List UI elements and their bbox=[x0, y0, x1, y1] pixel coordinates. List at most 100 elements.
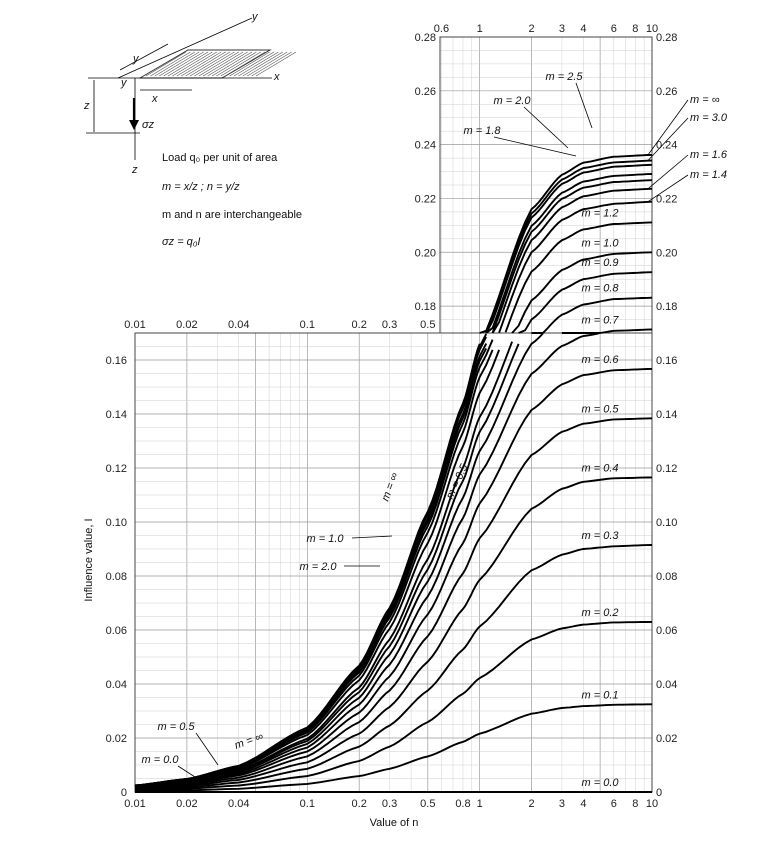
curve-label-lower: m = 0.5 bbox=[158, 721, 196, 733]
inset-y-tick-label-left: 0.20 bbox=[415, 247, 436, 259]
hatch-line bbox=[159, 51, 200, 77]
x-tick-label-bottom: 0.01 bbox=[124, 798, 145, 810]
curve-line-inset bbox=[504, 221, 653, 333]
label-leader bbox=[647, 117, 689, 161]
x-tick-label-bottom: 3 bbox=[559, 798, 565, 810]
hatch-line bbox=[247, 51, 288, 77]
stress-label: σz bbox=[142, 119, 155, 131]
hatch-line bbox=[176, 51, 217, 77]
curve-label-outside: m = 1.6 bbox=[690, 149, 728, 161]
x-tick-label-top: 0.1 bbox=[300, 319, 315, 331]
curve-label: m = 0.7 bbox=[582, 315, 620, 327]
y-tick-label-left: 0 bbox=[121, 787, 127, 799]
inset-y-tick-label-right: 0.24 bbox=[656, 140, 677, 152]
hatch-line bbox=[251, 51, 292, 77]
curve-line bbox=[134, 417, 653, 790]
curve-label: m = 0.2 bbox=[582, 607, 619, 619]
curve-label: m = 0.9 bbox=[582, 257, 619, 269]
y-tick-label-right: 0.02 bbox=[656, 733, 677, 745]
inset-x-tick-label-top: 0.6 bbox=[434, 23, 449, 35]
curve-line bbox=[134, 332, 544, 789]
curve-label: m = 1.0 bbox=[582, 237, 620, 249]
inset-x-tick-label-top: 1 bbox=[477, 23, 483, 35]
y-tick-label-left: 0.10 bbox=[106, 517, 127, 529]
curve-label-top: m = 1.8 bbox=[464, 125, 502, 137]
hatch-line bbox=[220, 51, 261, 77]
y-tick-label-right: 0.16 bbox=[656, 355, 677, 367]
curve-line-inset bbox=[479, 153, 653, 334]
hatch-line bbox=[207, 51, 248, 77]
y-tick-label-right: 0.08 bbox=[656, 571, 677, 583]
note-load: Load q₀ per unit of area bbox=[162, 152, 278, 164]
x-tick-label-top: 0.5 bbox=[420, 319, 435, 331]
inset-y-tick-label-right: 0.20 bbox=[656, 247, 677, 259]
x-tick-label-bottom: 8 bbox=[632, 798, 638, 810]
y-tick-label-right: 0.14 bbox=[656, 409, 677, 421]
hatch-line bbox=[225, 51, 266, 77]
y-tick-label-left: 0.12 bbox=[106, 463, 127, 475]
load-diagram: x y y x y z z σz Load q₀ per unit of are… bbox=[83, 11, 302, 248]
note-ratios: m = x/z ; n = y/z bbox=[162, 181, 240, 193]
curve-line-inset bbox=[498, 200, 653, 334]
curve-label: m = 0.5 bbox=[582, 403, 620, 415]
curve-line-inset bbox=[518, 271, 653, 334]
hatch-line bbox=[203, 51, 244, 77]
inset-x-tick-label-top: 2 bbox=[528, 23, 534, 35]
axis-y-label: y bbox=[251, 11, 259, 23]
hatch-line bbox=[211, 51, 253, 77]
x-tick-label-top: 0.2 bbox=[352, 319, 367, 331]
inset-y-tick-label-right: 0.28 bbox=[656, 32, 677, 44]
hatch-line bbox=[189, 51, 231, 77]
y-tick-label-left: 0.06 bbox=[106, 625, 127, 637]
curve-line bbox=[134, 703, 652, 793]
curve-label-left: m = 1.0 bbox=[307, 533, 345, 545]
stress-arrowhead bbox=[129, 120, 139, 130]
axis-y2-label: y bbox=[132, 53, 140, 65]
x-axis-label: Value of n bbox=[370, 817, 419, 829]
y-tick-label-right: 0.04 bbox=[656, 679, 677, 691]
curve-label: m = 0.1 bbox=[582, 689, 619, 701]
inset-x-tick-label-top: 4 bbox=[580, 23, 586, 35]
x-tick-label-bottom: 0.5 bbox=[420, 798, 435, 810]
hatch-line bbox=[216, 51, 257, 77]
axis-z-label: z bbox=[131, 164, 138, 176]
x-tick-label-top: 0.04 bbox=[228, 319, 249, 331]
curve-label-outside: m = ∞ bbox=[690, 94, 720, 106]
curve-label: m = 0.3 bbox=[582, 530, 620, 542]
curve-line-inset bbox=[485, 173, 653, 334]
curve-label: m = 0.6 bbox=[582, 354, 620, 366]
curve-line-inset bbox=[491, 187, 653, 334]
label-leader bbox=[351, 535, 393, 539]
curve-label-outside: m = 3.0 bbox=[690, 112, 728, 124]
x-tick-label-bottom: 2 bbox=[528, 798, 534, 810]
y-tick-label-right: 0 bbox=[656, 787, 662, 799]
y-tick-label-left: 0.14 bbox=[106, 409, 127, 421]
curve-label: m = 0.8 bbox=[582, 283, 620, 295]
hatch-line bbox=[172, 51, 213, 77]
x-tick-label-bottom: 1 bbox=[477, 798, 483, 810]
x-tick-label-top: 0.01 bbox=[124, 319, 145, 331]
y-dimension bbox=[119, 43, 169, 71]
chart-ticks: 0 0 0.02 0.02 0.04 0.04 0.06 0.06 0.08 0.08 0.10 0.… bbox=[106, 23, 678, 810]
curve-line bbox=[134, 343, 481, 787]
curve-line-inset bbox=[561, 328, 653, 334]
hatch-line bbox=[154, 51, 195, 77]
inset-y-tick-label-right: 0.22 bbox=[656, 193, 677, 205]
dim-x-label: x bbox=[151, 93, 158, 105]
hatch-line bbox=[167, 51, 209, 77]
x-tick-label-bottom: 6 bbox=[611, 798, 617, 810]
label-leader bbox=[195, 732, 219, 766]
y-axis-label: Influence value, I bbox=[83, 518, 95, 601]
axis-x-label: x bbox=[273, 71, 280, 83]
curve-line bbox=[134, 620, 653, 792]
label-leader bbox=[493, 136, 577, 157]
hatch-line bbox=[185, 51, 226, 77]
label-leader bbox=[647, 99, 689, 156]
x-tick-label-bottom: 0.3 bbox=[382, 798, 397, 810]
x-tick-label-top: 0.3 bbox=[382, 319, 397, 331]
note-interchangeable: m and n are interchangeable bbox=[162, 209, 302, 221]
curve-label: m = 0.4 bbox=[582, 462, 619, 474]
x-tick-label-bottom: 0.04 bbox=[228, 798, 249, 810]
inset-y-tick-label-left: 0.28 bbox=[415, 32, 436, 44]
